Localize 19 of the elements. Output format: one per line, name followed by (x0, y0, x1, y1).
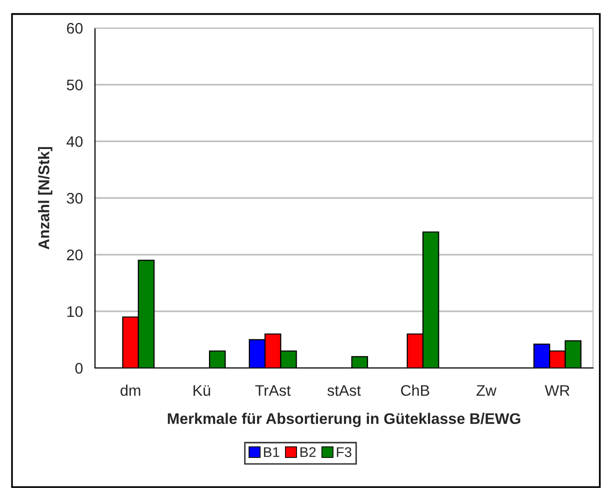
y-tick-label: 30 (66, 192, 83, 204)
x-tick-label: ChB (401, 384, 430, 396)
x-tick-label: Zw (476, 385, 497, 396)
y-tick-label: 60 (66, 22, 83, 34)
y-tick-label: 10 (67, 306, 83, 318)
x-tick-label: Kü (194, 385, 210, 396)
x-tick-label: TrAst (255, 385, 291, 396)
x-tick-label: WR (544, 385, 570, 396)
y-axis-title: Anzahl [N/Stk] (38, 147, 52, 250)
y-tick-label: 20 (66, 250, 83, 260)
y-tick-label: 50 (66, 80, 83, 90)
x-axis-title: Merkmale für Absortierung in Güteklasse B/EWG (168, 412, 520, 428)
legend-label: B1 (264, 447, 280, 457)
y-tick-label: 40 (66, 136, 83, 148)
y-tick-label: 0 (75, 362, 83, 374)
legend-label: B2 (300, 447, 316, 457)
x-tick-label: dm (120, 384, 140, 396)
legend-label: F3 (336, 447, 352, 458)
x-tick-label: stAst (327, 385, 361, 396)
